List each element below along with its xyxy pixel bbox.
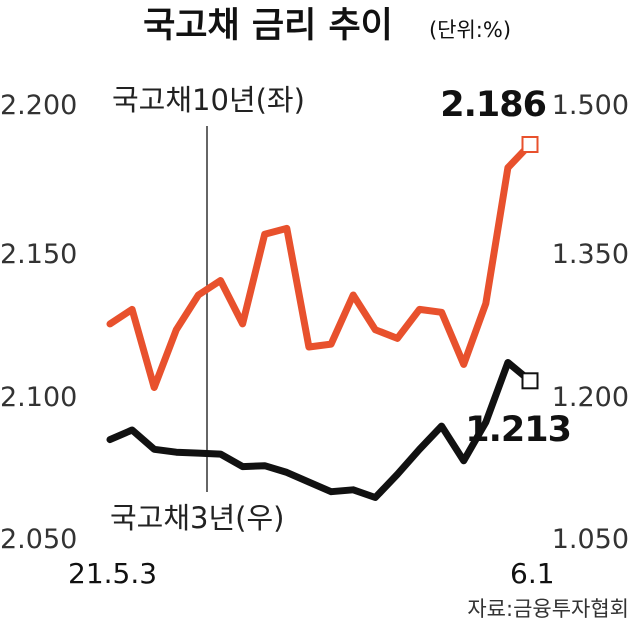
left-tick-label: 2.150: [0, 239, 77, 270]
unit-label: (단위:%): [429, 18, 511, 42]
end-value-3-year: 1.213: [465, 410, 571, 450]
series-line-3-year: [106, 359, 534, 501]
left-tick-label: 2.200: [0, 90, 77, 121]
series-line-10-year: [106, 141, 534, 391]
x-tick-label-start: 21.5.3: [68, 557, 157, 590]
right-tick-label: 1.500: [552, 90, 629, 121]
right-axis: 1.500 1.350 1.200 1.050: [552, 90, 629, 555]
chart-title: 국고채 금리 추이: [143, 6, 393, 46]
series-label-3-year: 국고채3년(우): [110, 501, 284, 535]
end-value-10-year: 2.186: [440, 85, 546, 125]
end-marker-3-year: [521, 372, 539, 390]
right-tick-label: 1.350: [552, 239, 629, 270]
x-tick-label-end: 6.1: [510, 557, 555, 590]
source-label: 자료:금융투자협회: [467, 597, 629, 621]
left-tick-label: 2.100: [0, 382, 77, 413]
right-tick-label: 1.050: [552, 524, 629, 555]
left-tick-label: 2.050: [0, 524, 77, 555]
left-axis: 2.200 2.150 2.100 2.050: [0, 90, 77, 555]
end-marker-10-year: [521, 136, 539, 153]
series-label-10-year: 국고채10년(좌): [112, 83, 305, 117]
right-tick-label: 1.200: [552, 382, 629, 413]
